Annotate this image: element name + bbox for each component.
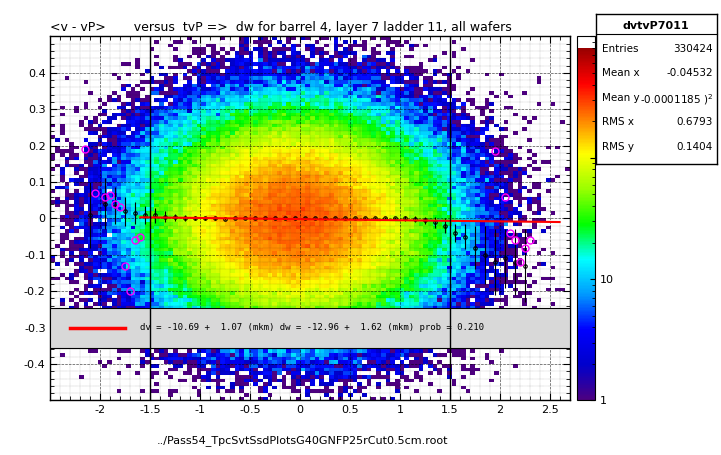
Text: -0.0001185 $)^2$: -0.0001185 $)^2$ xyxy=(640,93,713,107)
Text: RMS x: RMS x xyxy=(601,117,634,127)
Bar xyxy=(50,308,570,348)
Text: 330424: 330424 xyxy=(673,44,713,54)
Text: 0.1404: 0.1404 xyxy=(677,142,713,152)
Text: ../Pass54_TpcSvtSsdPlotsG40GNFP25rCut0.5cm.root: ../Pass54_TpcSvtSsdPlotsG40GNFP25rCut0.5… xyxy=(157,435,448,446)
Text: dv = -10.69 +  1.07 (mkm) dw = -12.96 +  1.62 (mkm) prob = 0.210: dv = -10.69 + 1.07 (mkm) dw = -12.96 + 1… xyxy=(141,323,485,332)
Text: <v - vP>       versus  tvP =>  dw for barrel 4, layer 7 ladder 11, all wafers: <v - vP> versus tvP => dw for barrel 4, … xyxy=(50,21,512,34)
Text: 0.6793: 0.6793 xyxy=(677,117,713,127)
Text: Mean x: Mean x xyxy=(601,68,640,78)
Text: Entries: Entries xyxy=(601,44,638,54)
Text: RMS y: RMS y xyxy=(601,142,634,152)
Text: -0.04532: -0.04532 xyxy=(666,68,713,78)
Text: dvtvP7011: dvtvP7011 xyxy=(623,21,689,31)
Text: Mean y: Mean y xyxy=(601,93,640,103)
